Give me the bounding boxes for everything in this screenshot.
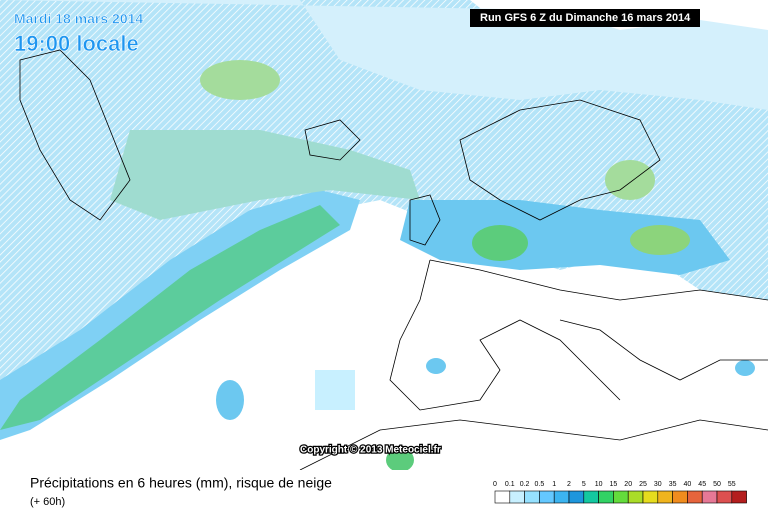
legend-tick-label: 1 (552, 481, 556, 488)
legend-tick-label: 55 (728, 481, 736, 488)
legend-tick-label: 0 (493, 481, 497, 488)
legend-swatch (642, 490, 659, 504)
color-legend: 0 0.1 0.2 0.5 1 2 5 10 15 20 25 30 35 40 45 50 55 (493, 481, 747, 504)
legend-tick-label: 45 (698, 481, 706, 488)
legend-swatch (716, 490, 733, 504)
legend-tick-label: 15 (610, 481, 618, 488)
legend-tick-label: 20 (624, 481, 632, 488)
precipitation (0, 0, 768, 472)
local-time: 19:00 locale (14, 31, 139, 56)
legend-swatch (687, 490, 703, 504)
legend-swatch (701, 490, 718, 504)
legend-swatch (494, 490, 511, 504)
legend-tick-label: 10 (595, 481, 603, 488)
legend-swatch (583, 490, 599, 504)
legend-tick-label: 0.1 (505, 481, 515, 488)
legend-tick-label: 40 (684, 481, 692, 488)
date-title: Mardi 18 mars 2014 (14, 11, 143, 27)
legend-swatch (598, 490, 614, 504)
legend-swatch (672, 490, 688, 504)
legend-swatch (731, 490, 747, 504)
caption: Précipitations en 6 heures (mm), risque … (30, 475, 332, 491)
legend-tick-label: 25 (639, 481, 647, 488)
legend-swatch (613, 490, 629, 504)
legend-tick-label: 2 (567, 481, 571, 488)
legend-swatch (539, 490, 555, 504)
header: Mardi 18 mars 2014 19:00 locale Run GFS … (14, 9, 700, 457)
legend-tick-label: 35 (669, 481, 677, 488)
legend-tick-label: 5 (582, 481, 586, 488)
legend-tick-label: 50 (713, 481, 721, 488)
legend-swatch (657, 490, 673, 504)
legend-tick-label: 30 (654, 481, 662, 488)
legend-swatch (627, 490, 644, 504)
copyright: Copyright © 2013 Meteociel.fr (300, 445, 441, 456)
run-info: Run GFS 6 Z du Dimanche 16 mars 2014 (480, 12, 691, 24)
legend-swatch (568, 490, 585, 504)
run-box (470, 9, 700, 27)
legend-tick-label: 0.2 (520, 481, 530, 488)
legend-tick-label: 0.5 (535, 481, 545, 488)
legend-swatch (524, 490, 540, 504)
coastlines (19, 49, 768, 471)
legend-swatch (553, 490, 570, 504)
lead-time: (+ 60h) (30, 496, 65, 508)
legend-swatch (509, 490, 525, 504)
